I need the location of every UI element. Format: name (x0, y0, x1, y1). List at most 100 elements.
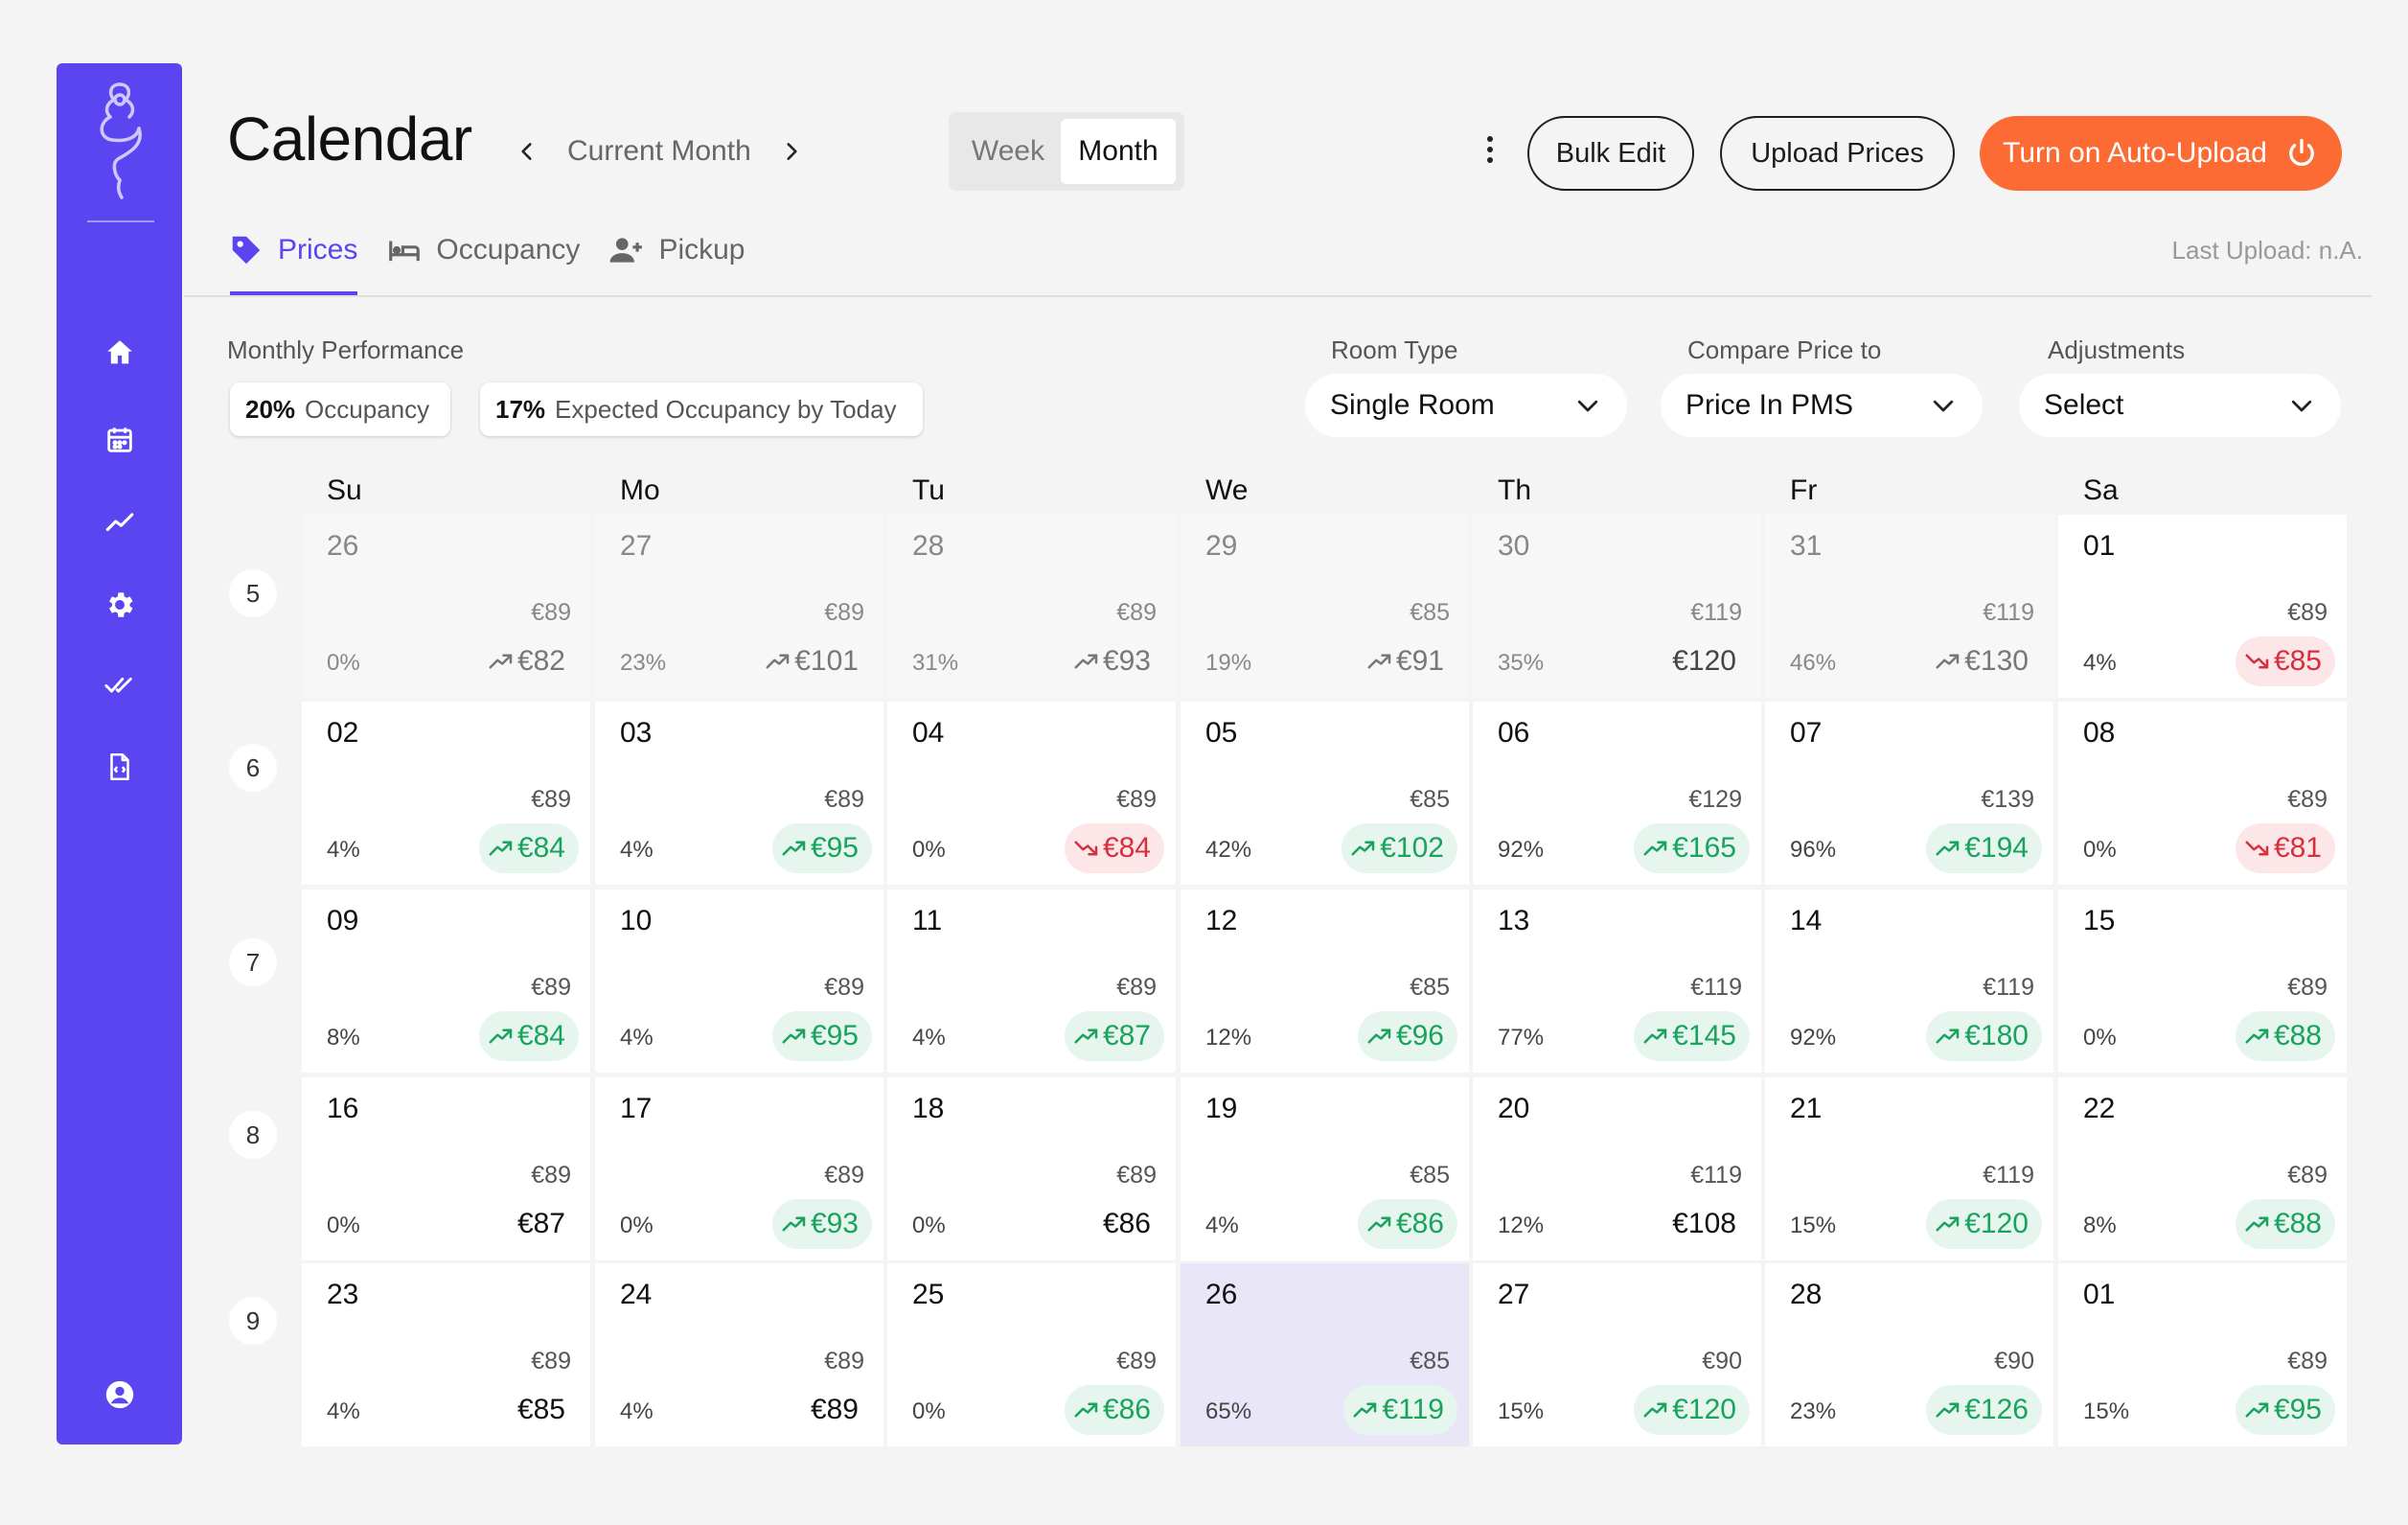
tab-prices[interactable]: Prices (228, 226, 358, 295)
day-number: 24 (620, 1279, 653, 1310)
calendar-day-cell[interactable]: 06 €129 92% €165 (1473, 702, 1761, 885)
day-occupancy: 0% (620, 1213, 654, 1238)
trend-down-icon (2245, 654, 2269, 669)
calendar-day-cell[interactable]: 23 €89 4% €85 (302, 1263, 590, 1446)
calendar-day-cell[interactable]: 27 €90 15% €120 (1473, 1263, 1761, 1446)
pms-price: €119 (1690, 974, 1742, 1001)
next-month-button[interactable] (772, 130, 811, 173)
pms-price: €85 (1410, 1348, 1450, 1375)
recommended-price-value: €96 (1395, 1020, 1444, 1051)
calendar-day-cell[interactable]: 28 €89 31% €93 (887, 515, 1176, 698)
calendar-day-cell[interactable]: 01 €89 4% €85 (2058, 515, 2347, 698)
calendar-day-cell[interactable]: 05 €85 42% €102 (1181, 702, 1469, 885)
tab-pickup[interactable]: Pickup (608, 226, 745, 274)
recommended-price: €86 (1095, 1199, 1164, 1249)
calendar-day-cell[interactable]: 07 €139 96% €194 (1765, 702, 2053, 885)
sidebar-item-settings[interactable] (101, 586, 139, 624)
trend-up-icon (2245, 1028, 2269, 1044)
calendar-day-cell[interactable]: 22 €89 8% €88 (2058, 1077, 2347, 1260)
day-occupancy: 8% (327, 1025, 360, 1051)
room-type-label: Room Type (1331, 335, 1458, 364)
day-number: 10 (620, 905, 653, 936)
sidebar-item-analytics[interactable] (101, 502, 139, 541)
calendar-day-cell[interactable]: 17 €89 0% €93 (595, 1077, 883, 1260)
day-occupancy: 12% (1498, 1213, 1545, 1238)
day-occupancy: 23% (1790, 1398, 1837, 1424)
pms-price: €89 (1116, 1162, 1157, 1189)
sidebar-item-calendar[interactable] (101, 421, 139, 459)
bulk-edit-button[interactable]: Bulk Edit (1527, 116, 1694, 191)
room-type-select[interactable]: Single Room (1305, 374, 1627, 437)
calendar-day-cell[interactable]: 28 €90 23% €126 (1765, 1263, 2053, 1446)
calendar-day-cell[interactable]: 19 €85 4% €86 (1181, 1077, 1469, 1260)
add-person-icon (610, 238, 643, 263)
compare-price-select[interactable]: Price In PMS (1661, 374, 1983, 437)
recommended-price-value: €84 (516, 1020, 565, 1051)
recommended-price-value: €88 (2273, 1020, 2322, 1051)
tab-occupancy[interactable]: Occupancy (386, 226, 580, 274)
trend-up-icon (1351, 841, 1375, 856)
trend-up-icon (1074, 1402, 1098, 1418)
chevron-left-icon (521, 143, 532, 160)
calendar-day-cell[interactable]: 14 €119 92% €180 (1765, 890, 2053, 1073)
calendar-day-cell[interactable]: 01 €89 15% €95 (2058, 1263, 2347, 1446)
room-type-value: Single Room (1330, 389, 1495, 421)
chevron-right-icon (787, 143, 797, 160)
calendar-day-cell[interactable]: 09 €89 8% €84 (302, 890, 590, 1073)
calendar-day-cell[interactable]: 13 €119 77% €145 (1473, 890, 1761, 1073)
recommended-price: €81 (2235, 823, 2335, 873)
sidebar-item-profile[interactable] (101, 1375, 139, 1414)
calendar-day-cell[interactable]: 02 €89 4% €84 (302, 702, 590, 885)
month-view-option[interactable]: Month (1061, 119, 1176, 184)
more-options-button[interactable] (1474, 127, 1506, 173)
weekday-header: Su (327, 474, 362, 506)
calendar-day-cell[interactable]: 08 €89 0% €81 (2058, 702, 2347, 885)
calendar-day-cell[interactable]: 25 €89 0% €86 (887, 1263, 1176, 1446)
calendar-day-cell[interactable]: 10 €89 4% €95 (595, 890, 883, 1073)
day-occupancy: 8% (2083, 1213, 2117, 1238)
calendar-day-cell[interactable]: 18 €89 0% €86 (887, 1077, 1176, 1260)
pms-price: €89 (2287, 974, 2328, 1001)
calendar-day-cell[interactable]: 26 €85 65% €119 (1181, 1263, 1469, 1446)
occupancy-chip-label: Occupancy (305, 394, 430, 424)
week-view-option[interactable]: Week (971, 135, 1045, 167)
recommended-price-value: €86 (1102, 1208, 1151, 1239)
sidebar-item-integrations[interactable] (101, 748, 139, 786)
calendar-day-cell[interactable]: 03 €89 4% €95 (595, 702, 883, 885)
calendar-day-cell[interactable]: 27 €89 23% €101 (595, 515, 883, 698)
auto-upload-button[interactable]: Turn on Auto-Upload (1980, 116, 2342, 191)
recommended-price-value: €145 (1672, 1020, 1736, 1051)
weekday-header: Sa (2083, 474, 2119, 506)
calendar-day-cell[interactable]: 11 €89 4% €87 (887, 890, 1176, 1073)
calendar-day-cell[interactable]: 16 €89 0% €87 (302, 1077, 590, 1260)
calendar-day-cell[interactable]: 12 €85 12% €96 (1181, 890, 1469, 1073)
sidebar-item-approvals[interactable] (101, 665, 139, 704)
recommended-price-value: €130 (1964, 645, 2029, 677)
calendar-day-cell[interactable]: 29 €85 19% €91 (1181, 515, 1469, 698)
calendar-day-cell[interactable]: 24 €89 4% €89 (595, 1263, 883, 1446)
calendar-day-cell[interactable]: 21 €119 15% €120 (1765, 1077, 2053, 1260)
adjustments-select[interactable]: Select (2019, 374, 2341, 437)
calendar-day-cell[interactable]: 15 €89 0% €88 (2058, 890, 2347, 1073)
calendar-day-cell[interactable]: 20 €119 12% €108 (1473, 1077, 1761, 1260)
recommended-price-value: €120 (1964, 1208, 2029, 1239)
recommended-price-value: €82 (516, 645, 565, 677)
pms-price: €85 (1410, 1162, 1450, 1189)
compare-price-label: Compare Price to (1687, 335, 1882, 364)
calendar-day-cell[interactable]: 26 €89 0% €82 (302, 515, 590, 698)
day-occupancy: 4% (912, 1025, 946, 1051)
trend-up-icon (1353, 1402, 1377, 1418)
upload-prices-button[interactable]: Upload Prices (1720, 116, 1955, 191)
prev-month-button[interactable] (508, 130, 546, 173)
recommended-price-value: €165 (1672, 832, 1736, 864)
recommended-price-value: €194 (1964, 832, 2029, 864)
sidebar-item-home[interactable] (101, 334, 139, 372)
calendar-day-cell[interactable]: 04 €89 0% €84 (887, 702, 1176, 885)
day-number: 06 (1498, 717, 1530, 749)
pms-price: €89 (531, 599, 571, 626)
calendar-day-cell[interactable]: 30 €119 35% €120 (1473, 515, 1761, 698)
trend-down-icon (1074, 841, 1098, 856)
calendar-day-cell[interactable]: 31 €119 46% €130 (1765, 515, 2053, 698)
recommended-price: €84 (478, 1011, 579, 1061)
